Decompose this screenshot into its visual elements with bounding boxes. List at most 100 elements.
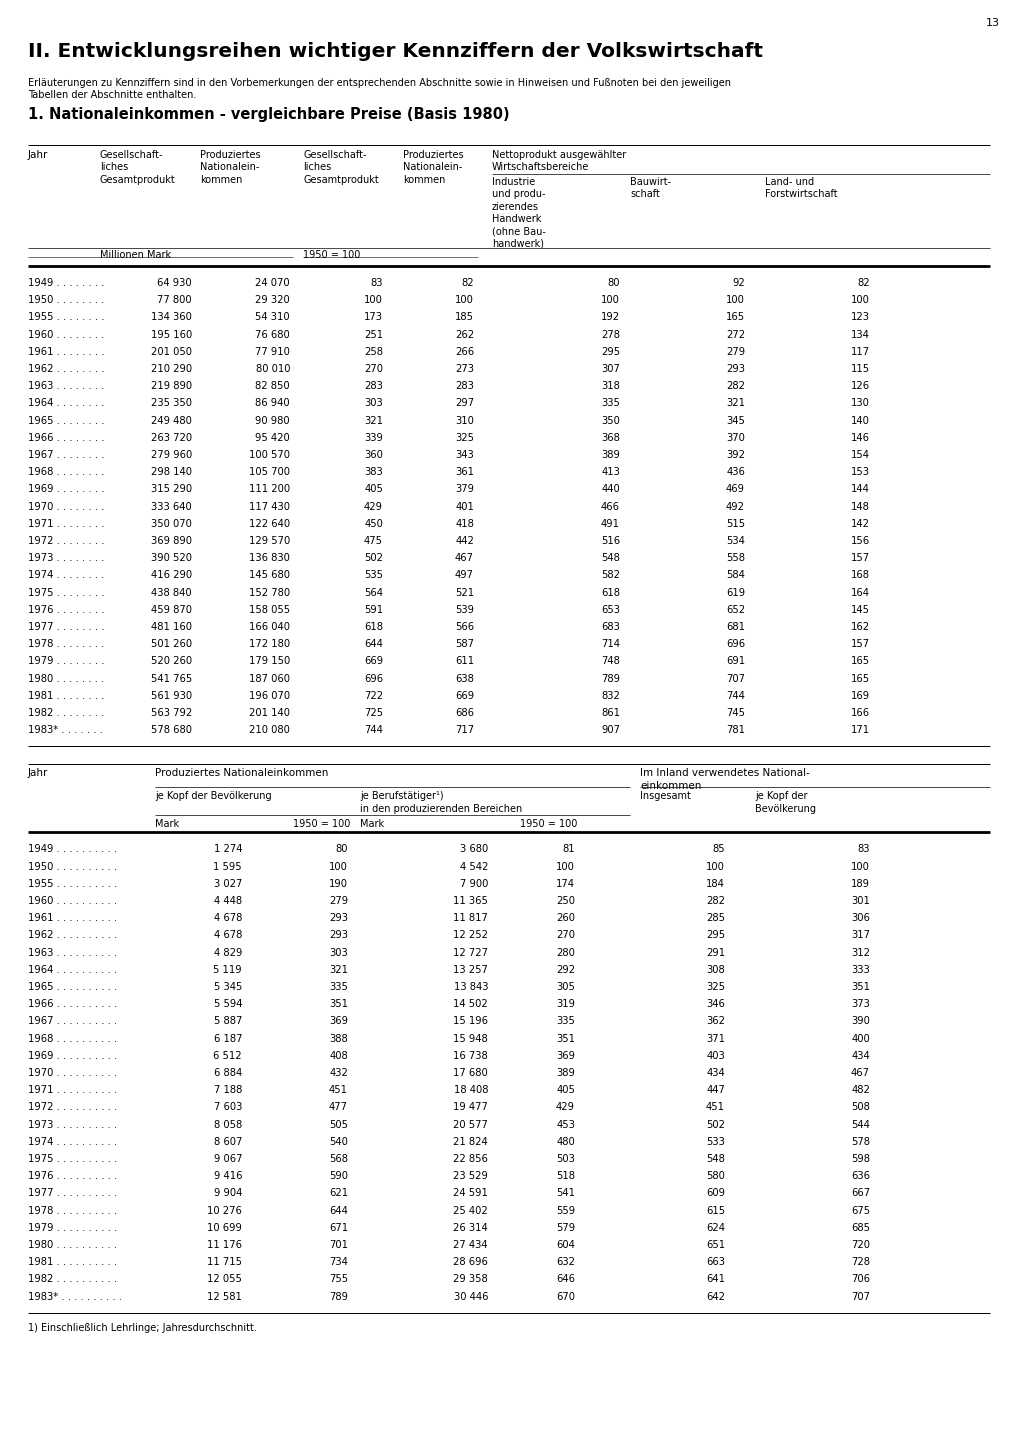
Text: 303: 303 <box>365 399 383 409</box>
Text: 86 940: 86 940 <box>255 399 290 409</box>
Text: 25 402: 25 402 <box>454 1206 488 1216</box>
Text: je Berufstätiger¹)
in den produzierenden Bereichen: je Berufstätiger¹) in den produzierenden… <box>360 791 522 814</box>
Text: 781: 781 <box>726 725 745 735</box>
Text: 1978 . . . . . . . .: 1978 . . . . . . . . <box>28 639 104 649</box>
Text: 1950 . . . . . . . . . .: 1950 . . . . . . . . . . <box>28 862 117 872</box>
Text: 251: 251 <box>364 330 383 340</box>
Text: 1981 . . . . . . . . . .: 1981 . . . . . . . . . . <box>28 1258 117 1268</box>
Text: 1966 . . . . . . . .: 1966 . . . . . . . . <box>28 433 104 443</box>
Text: 368: 368 <box>601 433 620 443</box>
Text: 388: 388 <box>330 1033 348 1043</box>
Text: 165: 165 <box>726 312 745 322</box>
Text: 505: 505 <box>329 1120 348 1130</box>
Text: 19 477: 19 477 <box>454 1102 488 1112</box>
Text: 1 595: 1 595 <box>213 862 242 872</box>
Text: 29 320: 29 320 <box>255 295 290 305</box>
Text: 210 290: 210 290 <box>151 364 193 374</box>
Text: 651: 651 <box>706 1240 725 1250</box>
Text: 609: 609 <box>706 1189 725 1199</box>
Text: 728: 728 <box>851 1258 870 1268</box>
Text: 12 252: 12 252 <box>453 931 488 941</box>
Text: 1960 . . . . . . . . . .: 1960 . . . . . . . . . . <box>28 896 117 907</box>
Text: Millionen Mark: Millionen Mark <box>100 250 171 260</box>
Text: 321: 321 <box>726 399 745 409</box>
Text: 249 480: 249 480 <box>152 416 193 426</box>
Text: 158 055: 158 055 <box>249 604 290 614</box>
Text: Land- und
Forstwirtschaft: Land- und Forstwirtschaft <box>765 177 838 200</box>
Text: 293: 293 <box>329 914 348 924</box>
Text: 669: 669 <box>455 691 474 701</box>
Text: 303: 303 <box>330 948 348 957</box>
Text: 611: 611 <box>455 656 474 666</box>
Text: 541 765: 541 765 <box>151 673 193 684</box>
Text: 714: 714 <box>601 639 620 649</box>
Text: 1968 . . . . . . . . . .: 1968 . . . . . . . . . . <box>28 1033 117 1043</box>
Text: 335: 335 <box>556 1016 575 1026</box>
Text: 153: 153 <box>851 468 870 478</box>
Text: 390: 390 <box>851 1016 870 1026</box>
Text: 389: 389 <box>556 1068 575 1078</box>
Text: 566: 566 <box>455 622 474 632</box>
Text: 383: 383 <box>365 468 383 478</box>
Text: 1950 . . . . . . . .: 1950 . . . . . . . . <box>28 295 104 305</box>
Text: 541: 541 <box>556 1189 575 1199</box>
Text: 16 738: 16 738 <box>454 1050 488 1061</box>
Text: 80: 80 <box>607 278 620 288</box>
Text: Bauwirt-
schaft: Bauwirt- schaft <box>630 177 671 200</box>
Text: 306: 306 <box>851 914 870 924</box>
Text: 111 200: 111 200 <box>249 485 290 495</box>
Text: 312: 312 <box>851 948 870 957</box>
Text: 1973 . . . . . . . . . .: 1973 . . . . . . . . . . <box>28 1120 117 1130</box>
Text: 273: 273 <box>455 364 474 374</box>
Text: 22 856: 22 856 <box>454 1154 488 1164</box>
Text: 369: 369 <box>329 1016 348 1026</box>
Text: 646: 646 <box>556 1275 575 1285</box>
Text: 166: 166 <box>851 708 870 718</box>
Text: 1973 . . . . . . . .: 1973 . . . . . . . . <box>28 553 104 563</box>
Text: 83: 83 <box>371 278 383 288</box>
Text: 584: 584 <box>726 570 745 580</box>
Text: 179 150: 179 150 <box>249 656 290 666</box>
Text: 82 850: 82 850 <box>255 381 290 391</box>
Text: 293: 293 <box>726 364 745 374</box>
Text: 21 824: 21 824 <box>454 1137 488 1147</box>
Text: 317: 317 <box>851 931 870 941</box>
Text: 1983* . . . . . . .: 1983* . . . . . . . <box>28 725 102 735</box>
Text: Jahr: Jahr <box>28 768 48 778</box>
Text: 482: 482 <box>851 1085 870 1095</box>
Text: 371: 371 <box>706 1033 725 1043</box>
Text: 77 800: 77 800 <box>158 295 193 305</box>
Text: 669: 669 <box>364 656 383 666</box>
Text: 136 830: 136 830 <box>249 553 290 563</box>
Text: 8 607: 8 607 <box>214 1137 242 1147</box>
Text: 515: 515 <box>726 519 745 528</box>
Text: 467: 467 <box>851 1068 870 1078</box>
Text: 725: 725 <box>364 708 383 718</box>
Text: 142: 142 <box>851 519 870 528</box>
Text: 305: 305 <box>556 981 575 991</box>
Text: 667: 667 <box>851 1189 870 1199</box>
Text: 297: 297 <box>455 399 474 409</box>
Text: 325: 325 <box>706 981 725 991</box>
Text: 169: 169 <box>851 691 870 701</box>
Text: 369: 369 <box>556 1050 575 1061</box>
Text: 707: 707 <box>726 673 745 684</box>
Text: 146: 146 <box>851 433 870 443</box>
Text: 117 430: 117 430 <box>249 502 290 512</box>
Text: 540: 540 <box>329 1137 348 1147</box>
Text: 164: 164 <box>851 587 870 597</box>
Text: Mark: Mark <box>155 819 179 829</box>
Text: 1961 . . . . . . . .: 1961 . . . . . . . . <box>28 347 104 357</box>
Text: 156: 156 <box>851 535 870 545</box>
Text: 258: 258 <box>364 347 383 357</box>
Text: 1963 . . . . . . . .: 1963 . . . . . . . . <box>28 381 104 391</box>
Text: 744: 744 <box>365 725 383 735</box>
Text: 157: 157 <box>851 553 870 563</box>
Text: 370: 370 <box>726 433 745 443</box>
Text: 190: 190 <box>329 879 348 889</box>
Text: 339: 339 <box>365 433 383 443</box>
Text: 401: 401 <box>455 502 474 512</box>
Text: 748: 748 <box>601 656 620 666</box>
Text: 590: 590 <box>329 1171 348 1181</box>
Text: 351: 351 <box>556 1033 575 1043</box>
